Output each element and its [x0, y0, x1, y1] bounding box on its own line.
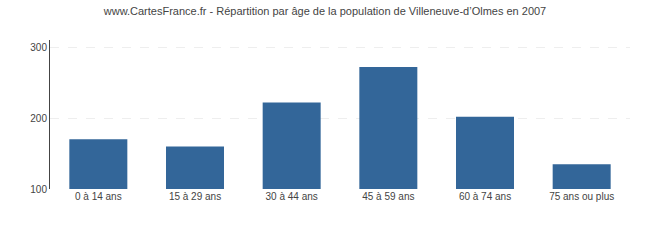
- svg-text:45 à 59 ans: 45 à 59 ans: [362, 191, 414, 202]
- svg-text:75 ans ou plus: 75 ans ou plus: [549, 191, 614, 202]
- svg-text:15 à 29 ans: 15 à 29 ans: [169, 191, 221, 202]
- svg-text:100: 100: [30, 184, 47, 195]
- svg-text:www.CartesFrance.fr - Répartit: www.CartesFrance.fr - Répartition par âg…: [103, 5, 547, 17]
- svg-text:0 à 14 ans: 0 à 14 ans: [75, 191, 122, 202]
- svg-text:200: 200: [30, 113, 47, 124]
- svg-text:30 à 44 ans: 30 à 44 ans: [266, 191, 318, 202]
- svg-text:60 à 74 ans: 60 à 74 ans: [459, 191, 511, 202]
- svg-text:300: 300: [30, 42, 47, 53]
